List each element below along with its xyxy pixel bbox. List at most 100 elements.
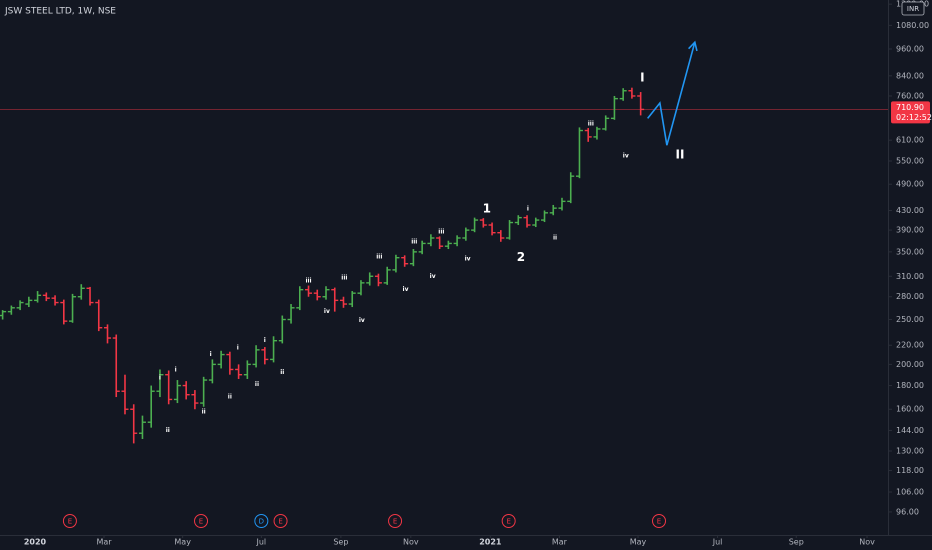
wave-label-minor: ii <box>228 394 232 401</box>
ohlc-bar <box>628 87 636 99</box>
price-tag-value: 710.90 <box>896 103 924 112</box>
x-tick-label: Sep <box>333 538 348 547</box>
wave-label-minor: iii <box>376 254 382 261</box>
ohlc-bar <box>95 299 103 332</box>
ohlc-bar <box>173 380 181 404</box>
x-tick-label: 2020 <box>24 538 47 547</box>
wave-label-minor: i <box>237 344 239 351</box>
ohlc-bar <box>549 204 557 216</box>
ohlc-bar <box>444 240 452 250</box>
ohlc-bar <box>69 293 77 323</box>
ohlc-bar <box>532 217 540 228</box>
y-tick-label: 180.00 <box>896 381 924 390</box>
ohlc-bar <box>357 280 365 296</box>
y-tick-label: 160.00 <box>896 405 924 414</box>
ohlc-bar <box>575 127 583 179</box>
y-tick-label: 610.00 <box>896 136 924 145</box>
ohlc-bar <box>523 215 531 228</box>
event-label: E <box>199 518 203 526</box>
ohlc-bar <box>130 404 138 444</box>
wave-label-minor: ii <box>280 369 284 376</box>
ohlc-bar <box>165 370 173 405</box>
x-tick-label: Nov <box>859 538 875 547</box>
ohlc-bar <box>235 364 243 379</box>
ohlc-bar <box>637 92 645 116</box>
price-tag-countdown: 02:12:52 <box>896 113 932 122</box>
ohlc-bar <box>436 236 444 250</box>
ohlc-bar <box>156 369 164 398</box>
ohlc-bar <box>462 227 470 241</box>
wave-label-minor: iii <box>588 121 594 128</box>
ohlc-bar <box>7 305 15 315</box>
ohlc-bar <box>104 324 112 344</box>
wave-label-major: I <box>640 71 644 85</box>
ohlc-bar <box>200 376 208 407</box>
currency-label: INR <box>907 5 919 13</box>
y-tick-label: 280.00 <box>896 292 924 301</box>
wave-label-minor: iv <box>623 152 629 159</box>
ohlc-bar <box>138 415 146 439</box>
event-label: E <box>393 518 397 526</box>
wave-label-minor: ii <box>202 408 206 415</box>
event-marker <box>254 514 269 528</box>
ohlc-bar <box>541 210 549 223</box>
ohlc-bar <box>25 296 33 308</box>
x-tick-label: Jul <box>712 538 723 547</box>
wave-label-minor: ii <box>255 381 259 388</box>
ohlc-bar <box>208 359 216 384</box>
ohlc-bar <box>479 218 487 228</box>
wave-label-minor: i <box>159 374 161 381</box>
y-tick-label: 350.00 <box>896 247 924 256</box>
y-tick-label: 118.00 <box>896 466 924 475</box>
y-tick-label: 144.00 <box>896 426 924 435</box>
y-tick-label: 250.00 <box>896 315 924 324</box>
ohlc-bar <box>112 334 120 398</box>
y-tick-label: 430.00 <box>896 206 924 215</box>
ohlc-bar <box>427 234 435 247</box>
event-marker <box>501 514 516 528</box>
ohlc-bar <box>0 310 7 320</box>
ohlc-bar <box>60 299 68 325</box>
event-label: E <box>68 518 72 526</box>
y-tick-label: 550.00 <box>896 156 924 165</box>
y-tick-label: 200.00 <box>896 360 924 369</box>
wave-label-minor: i <box>264 337 266 344</box>
ohlc-bar <box>392 254 400 273</box>
ohlc-bar <box>16 300 24 311</box>
ohlc-bar <box>619 88 627 101</box>
y-tick-label: 490.00 <box>896 180 924 189</box>
ohlc-bar <box>243 360 251 379</box>
wave-label-minor: iii <box>341 275 347 282</box>
y-tick-label: 760.00 <box>896 91 924 100</box>
ohlc-bar <box>270 336 278 363</box>
ohlc-bar <box>296 286 304 311</box>
wave-label-minor: iv <box>324 308 330 315</box>
ohlc-bar <box>514 215 522 226</box>
ohlc-bar <box>602 115 610 131</box>
wave-label-minor: iii <box>411 238 417 245</box>
ohlc-bar <box>348 291 356 308</box>
ohlc-bar <box>383 266 391 285</box>
wave-label-minor: iv <box>359 317 365 324</box>
ohlc-bar <box>401 255 409 267</box>
ohlc-bar <box>453 235 461 247</box>
ohlc-bar <box>497 230 505 242</box>
ohlc-bar <box>182 381 190 400</box>
wave-label-minor: i <box>527 206 529 213</box>
ohlc-bar <box>226 351 234 375</box>
chart-title: JSW STEEL LTD, 1W, NSE <box>4 7 116 17</box>
event-label: E <box>506 518 510 526</box>
ohlc-bar <box>409 249 417 267</box>
ohlc-bar <box>34 291 42 303</box>
x-tick-label: Jul <box>256 538 267 547</box>
ohlc-bar <box>147 385 155 428</box>
ohlc-bar <box>339 296 347 308</box>
ohlc-bar <box>506 220 514 240</box>
x-tick-label: May <box>630 538 647 547</box>
ohlc-bar <box>121 374 129 415</box>
wave-label-minor: iii <box>305 277 311 284</box>
currency-box <box>901 1 925 16</box>
event-marker <box>273 514 288 528</box>
